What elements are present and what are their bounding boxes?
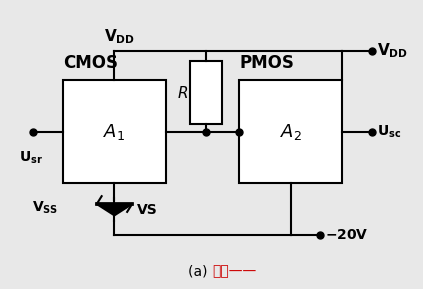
Text: $\bf{U_{sr}}$: $\bf{U_{sr}}$: [19, 149, 43, 166]
Text: $A_1$: $A_1$: [103, 122, 126, 142]
Text: $\bf{V_{DD}}$: $\bf{V_{DD}}$: [377, 42, 408, 60]
Text: VS: VS: [137, 203, 158, 217]
Text: $A_2$: $A_2$: [280, 122, 302, 142]
Text: $R$: $R$: [177, 84, 188, 101]
Text: $\bf{V_{DD}}$: $\bf{V_{DD}}$: [104, 27, 135, 46]
Bar: [63, 80, 166, 183]
Text: (a): (a): [188, 264, 212, 279]
Text: 电路——: 电路——: [212, 264, 256, 279]
Bar: [190, 61, 222, 124]
Text: $\bf{U_{sc}}$: $\bf{U_{sc}}$: [377, 124, 401, 140]
Text: $\mathbf{-20V}$: $\mathbf{-20V}$: [325, 228, 369, 242]
Polygon shape: [97, 204, 132, 215]
Text: CMOS: CMOS: [63, 54, 118, 73]
Text: $\bf{V_{SS}}$: $\bf{V_{SS}}$: [32, 200, 58, 216]
Bar: [239, 80, 343, 183]
Text: PMOS: PMOS: [239, 54, 294, 73]
